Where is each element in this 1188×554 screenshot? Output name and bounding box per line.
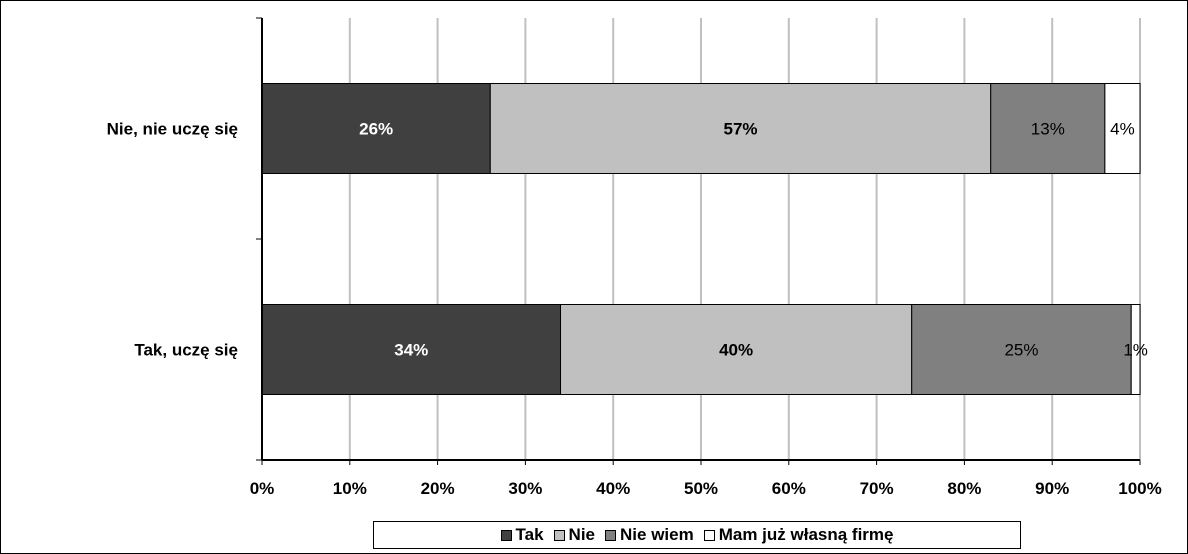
legend-item: Nie wiem [605, 525, 694, 545]
x-tick-label: 80% [947, 479, 981, 498]
x-tick-label: 50% [684, 479, 718, 498]
legend-swatch [500, 529, 512, 541]
legend-item: Tak [500, 525, 544, 545]
x-tick-label: 100% [1118, 479, 1161, 498]
x-tick-label: 60% [772, 479, 806, 498]
legend-swatch [703, 529, 715, 541]
data-label: 57% [723, 120, 757, 139]
data-label: 34% [394, 341, 428, 360]
data-label: 26% [359, 120, 393, 139]
axes [256, 17, 1141, 465]
bar-segment [1104, 83, 1141, 174]
legend-item: Nie [553, 525, 596, 545]
bar-segment [1130, 304, 1141, 395]
data-label: 40% [719, 341, 753, 360]
data-label: 13% [1031, 120, 1065, 139]
bars [261, 83, 1141, 395]
legend-label: Nie [568, 525, 596, 544]
x-tick-label: 90% [1035, 479, 1069, 498]
bar-segment [990, 83, 1106, 174]
legend-label: Nie wiem [620, 525, 694, 544]
labels: 0% 10% 20% 30% 40% 50% 60% 70% 80% 90% 100% 26% 57% 1… [107, 120, 1162, 499]
x-tick-label: 20% [421, 479, 455, 498]
data-label: 25% [1004, 341, 1038, 360]
x-tick-label: 0% [250, 479, 275, 498]
legend-label: Mam już własną firmę [718, 525, 894, 544]
legend-item: Mam już własną firmę [703, 525, 894, 545]
category-label: Tak, uczę się [134, 341, 238, 360]
category-label: Nie, nie uczę się [107, 120, 238, 139]
legend: Tak Nie Nie wiem Mam już własną firmę [373, 521, 1021, 549]
bar-segment [560, 304, 913, 395]
legend-swatch [553, 529, 565, 541]
x-tick-label: 30% [508, 479, 542, 498]
bar-segment [911, 304, 1132, 395]
legend-swatch [605, 529, 617, 541]
data-label: 4% [1110, 120, 1135, 139]
x-tick-label: 10% [333, 479, 367, 498]
bar-segment [489, 83, 992, 174]
x-tick-label: 40% [596, 479, 630, 498]
bar-segment [261, 304, 562, 395]
data-label: 1% [1123, 341, 1148, 360]
x-tick-label: 70% [860, 479, 894, 498]
legend-label: Tak [515, 525, 544, 544]
